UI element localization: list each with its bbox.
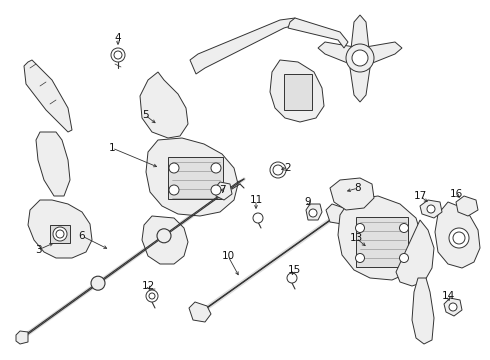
Polygon shape bbox=[288, 18, 348, 48]
Polygon shape bbox=[142, 216, 188, 264]
Circle shape bbox=[270, 162, 286, 178]
Polygon shape bbox=[444, 298, 462, 316]
Polygon shape bbox=[16, 331, 28, 344]
Circle shape bbox=[309, 209, 317, 217]
Polygon shape bbox=[350, 68, 370, 102]
Polygon shape bbox=[326, 204, 348, 224]
Text: 12: 12 bbox=[142, 281, 155, 291]
Text: 13: 13 bbox=[349, 233, 363, 243]
Polygon shape bbox=[396, 220, 434, 286]
Polygon shape bbox=[435, 202, 480, 268]
Text: 14: 14 bbox=[441, 291, 455, 301]
Circle shape bbox=[427, 205, 435, 213]
Bar bbox=[356, 217, 408, 267]
Circle shape bbox=[399, 253, 409, 262]
Polygon shape bbox=[28, 200, 92, 258]
Circle shape bbox=[287, 273, 297, 283]
Bar bbox=[168, 157, 222, 199]
Text: 4: 4 bbox=[115, 33, 122, 43]
Polygon shape bbox=[420, 200, 442, 218]
Circle shape bbox=[169, 185, 179, 195]
Circle shape bbox=[169, 163, 179, 173]
Text: 3: 3 bbox=[35, 245, 41, 255]
Text: 9: 9 bbox=[305, 197, 311, 207]
Circle shape bbox=[449, 228, 469, 248]
Circle shape bbox=[273, 165, 283, 175]
Polygon shape bbox=[270, 60, 324, 122]
Circle shape bbox=[91, 276, 105, 290]
Circle shape bbox=[149, 293, 155, 299]
Text: 10: 10 bbox=[221, 251, 235, 261]
Polygon shape bbox=[36, 132, 70, 196]
Bar bbox=[284, 74, 312, 110]
Circle shape bbox=[114, 51, 122, 59]
Text: 17: 17 bbox=[414, 191, 427, 201]
Text: 15: 15 bbox=[287, 265, 301, 275]
Text: 2: 2 bbox=[285, 163, 292, 173]
Text: 7: 7 bbox=[219, 185, 225, 195]
Polygon shape bbox=[456, 196, 478, 216]
Circle shape bbox=[111, 48, 125, 62]
Circle shape bbox=[399, 224, 409, 233]
Polygon shape bbox=[190, 18, 298, 74]
Polygon shape bbox=[215, 182, 232, 200]
Circle shape bbox=[346, 44, 374, 72]
Circle shape bbox=[56, 230, 64, 238]
Circle shape bbox=[453, 232, 465, 244]
Polygon shape bbox=[360, 42, 402, 68]
Circle shape bbox=[53, 227, 67, 241]
Polygon shape bbox=[306, 204, 322, 220]
Circle shape bbox=[253, 213, 263, 223]
Text: 6: 6 bbox=[79, 231, 85, 241]
Text: 16: 16 bbox=[449, 189, 463, 199]
Bar bbox=[50, 225, 70, 243]
Polygon shape bbox=[318, 42, 360, 68]
Text: 5: 5 bbox=[142, 110, 148, 120]
Circle shape bbox=[157, 229, 171, 243]
Circle shape bbox=[449, 303, 457, 311]
Circle shape bbox=[356, 253, 365, 262]
Polygon shape bbox=[338, 196, 422, 280]
Circle shape bbox=[356, 224, 365, 233]
Text: 8: 8 bbox=[355, 183, 361, 193]
Circle shape bbox=[211, 163, 221, 173]
Polygon shape bbox=[24, 60, 72, 132]
Polygon shape bbox=[140, 72, 188, 138]
Polygon shape bbox=[412, 278, 434, 344]
Polygon shape bbox=[330, 178, 374, 210]
Circle shape bbox=[146, 290, 158, 302]
Text: 1: 1 bbox=[109, 143, 115, 153]
Polygon shape bbox=[350, 15, 370, 58]
Text: 11: 11 bbox=[249, 195, 263, 205]
Circle shape bbox=[211, 185, 221, 195]
Circle shape bbox=[352, 50, 368, 66]
Polygon shape bbox=[189, 302, 211, 322]
Polygon shape bbox=[146, 138, 238, 216]
